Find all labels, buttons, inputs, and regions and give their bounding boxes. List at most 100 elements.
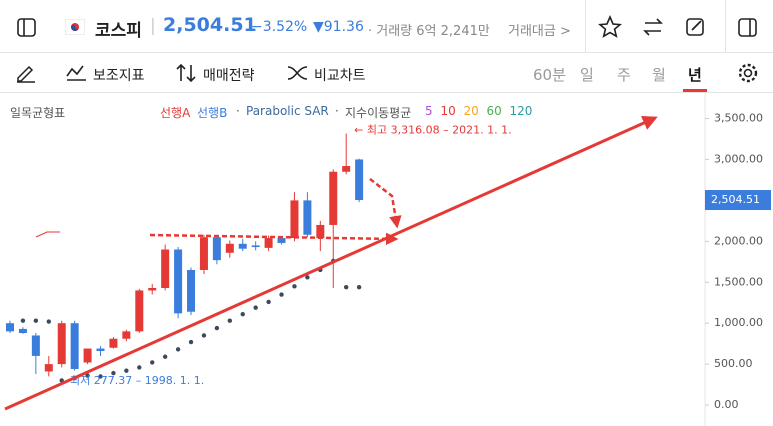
legend-span-a: 선행A bbox=[160, 106, 191, 120]
separator: | bbox=[150, 16, 156, 36]
period[interactable]: 주 bbox=[617, 66, 631, 84]
y-tick-label: 3,500.00 bbox=[714, 112, 763, 125]
candle-body bbox=[187, 269, 196, 312]
sar-dot bbox=[279, 292, 284, 297]
price-tag bbox=[705, 190, 771, 211]
divider bbox=[725, 0, 726, 52]
draw-icon[interactable] bbox=[15, 63, 37, 83]
candle-body bbox=[342, 166, 351, 172]
indicator-icon bbox=[66, 65, 86, 81]
sar-dot bbox=[227, 318, 233, 323]
sar-dot bbox=[305, 275, 310, 280]
candle-body bbox=[225, 243, 234, 253]
candle-body bbox=[355, 159, 364, 201]
y-tick-label: 1,500.00 bbox=[714, 275, 763, 288]
drawing bbox=[369, 178, 402, 229]
candle-body bbox=[264, 238, 273, 248]
candle-body bbox=[135, 290, 144, 332]
sar-dot bbox=[111, 370, 116, 376]
candle-body bbox=[148, 287, 157, 291]
sar-dot bbox=[150, 360, 155, 365]
legend-ema-period: 120 bbox=[509, 104, 533, 118]
sar-dot bbox=[188, 339, 194, 345]
sar-dot bbox=[98, 374, 103, 379]
low-annotation: 최저 277.37 – 1998. 1. 1. bbox=[70, 374, 204, 387]
y-tick-label: 1,000.00 bbox=[714, 316, 763, 329]
candle-body bbox=[316, 224, 325, 239]
flag bbox=[65, 19, 85, 35]
change: ▼91.36 bbox=[313, 19, 364, 35]
sar-dot bbox=[266, 299, 271, 305]
sar-dot bbox=[46, 319, 51, 324]
toolbar: 보조지표 매매전략 비교차트 60분 일 주 월 년 bbox=[0, 53, 773, 93]
strategy[interactable]: 매매전략 bbox=[203, 68, 255, 84]
candle-body bbox=[329, 171, 338, 225]
compare-icon bbox=[287, 66, 308, 80]
settings-icon[interactable] bbox=[737, 62, 759, 84]
period[interactable]: 60분 bbox=[533, 66, 566, 84]
user-drawings bbox=[4, 116, 658, 411]
candle-body bbox=[122, 331, 131, 339]
candle-body bbox=[6, 323, 14, 332]
sar-dot bbox=[124, 368, 129, 373]
actions[interactable] bbox=[598, 15, 723, 39]
volume: · 거래량 6억 2,241만 bbox=[368, 24, 490, 39]
legend-span-b: 선행B bbox=[197, 106, 228, 120]
period[interactable]: 일 bbox=[580, 66, 594, 84]
candle-body bbox=[251, 245, 260, 248]
y-tick-label: 0.00 bbox=[714, 398, 739, 411]
high-annotation: ← 최고 3,316.08 – 2021. 1. 1. bbox=[354, 124, 511, 137]
candle-body bbox=[174, 249, 183, 314]
divider bbox=[585, 0, 586, 52]
selected-underline bbox=[683, 89, 707, 92]
drawing bbox=[149, 232, 399, 246]
sar-dot bbox=[20, 318, 26, 323]
y-tick-label: 500.00 bbox=[714, 357, 753, 370]
strategy-icon bbox=[176, 63, 196, 83]
sar-dot bbox=[214, 325, 220, 331]
menu-icon[interactable] bbox=[17, 18, 37, 38]
candle-body bbox=[199, 237, 208, 270]
candle-body bbox=[70, 323, 79, 370]
legend-ema-period: 60 bbox=[486, 104, 502, 118]
candle-body bbox=[290, 200, 299, 239]
compare[interactable]: 비교차트 bbox=[314, 68, 366, 84]
top-bar: 코스피 | 2,504.51 −3.52% ▼91.36 · 거래량 6억 2,… bbox=[0, 0, 773, 53]
period[interactable]: 년 bbox=[688, 66, 702, 84]
legend-ema: 지수이동평균 bbox=[345, 106, 412, 120]
y-tick-label: 3,000.00 bbox=[714, 152, 763, 165]
sar-dot bbox=[240, 311, 245, 317]
change-pct: −3.52% bbox=[251, 19, 308, 35]
candle-body bbox=[18, 328, 27, 334]
indicators[interactable]: 보조지표 bbox=[93, 68, 145, 84]
candle-body bbox=[44, 364, 53, 372]
candle-body bbox=[238, 243, 247, 249]
price: 2,504.51 bbox=[163, 14, 257, 36]
sar-dot bbox=[85, 373, 90, 378]
sar-dot bbox=[175, 347, 181, 352]
chart: 0.00500.001,000.001,500.002,000.002,500.… bbox=[4, 93, 771, 426]
period[interactable]: 월 bbox=[652, 66, 666, 84]
sar-dot bbox=[33, 318, 39, 323]
sar-dot bbox=[253, 305, 258, 310]
drawing bbox=[4, 116, 658, 411]
index-name: 코스피 bbox=[95, 21, 142, 41]
legend-ema-period: 20 bbox=[463, 104, 479, 118]
candle-body bbox=[161, 249, 170, 288]
amount[interactable]: 거래대금 > bbox=[508, 24, 571, 39]
price-tag-label: 2,504.51 bbox=[711, 193, 760, 206]
candle-body bbox=[109, 338, 118, 348]
sar-dot bbox=[356, 284, 362, 290]
candle-body bbox=[303, 200, 312, 235]
sar-dot bbox=[162, 354, 168, 359]
sar-dot bbox=[137, 365, 142, 370]
legend-sar: Parabolic SAR bbox=[246, 104, 329, 118]
candle-body bbox=[31, 335, 40, 356]
legend-dot: · bbox=[236, 104, 240, 118]
sar-dot bbox=[292, 284, 297, 289]
legend-ema-period: 5 bbox=[425, 104, 433, 118]
panel-icon[interactable] bbox=[738, 18, 758, 38]
legend-dot: · bbox=[335, 104, 339, 118]
candle-body bbox=[83, 348, 92, 363]
